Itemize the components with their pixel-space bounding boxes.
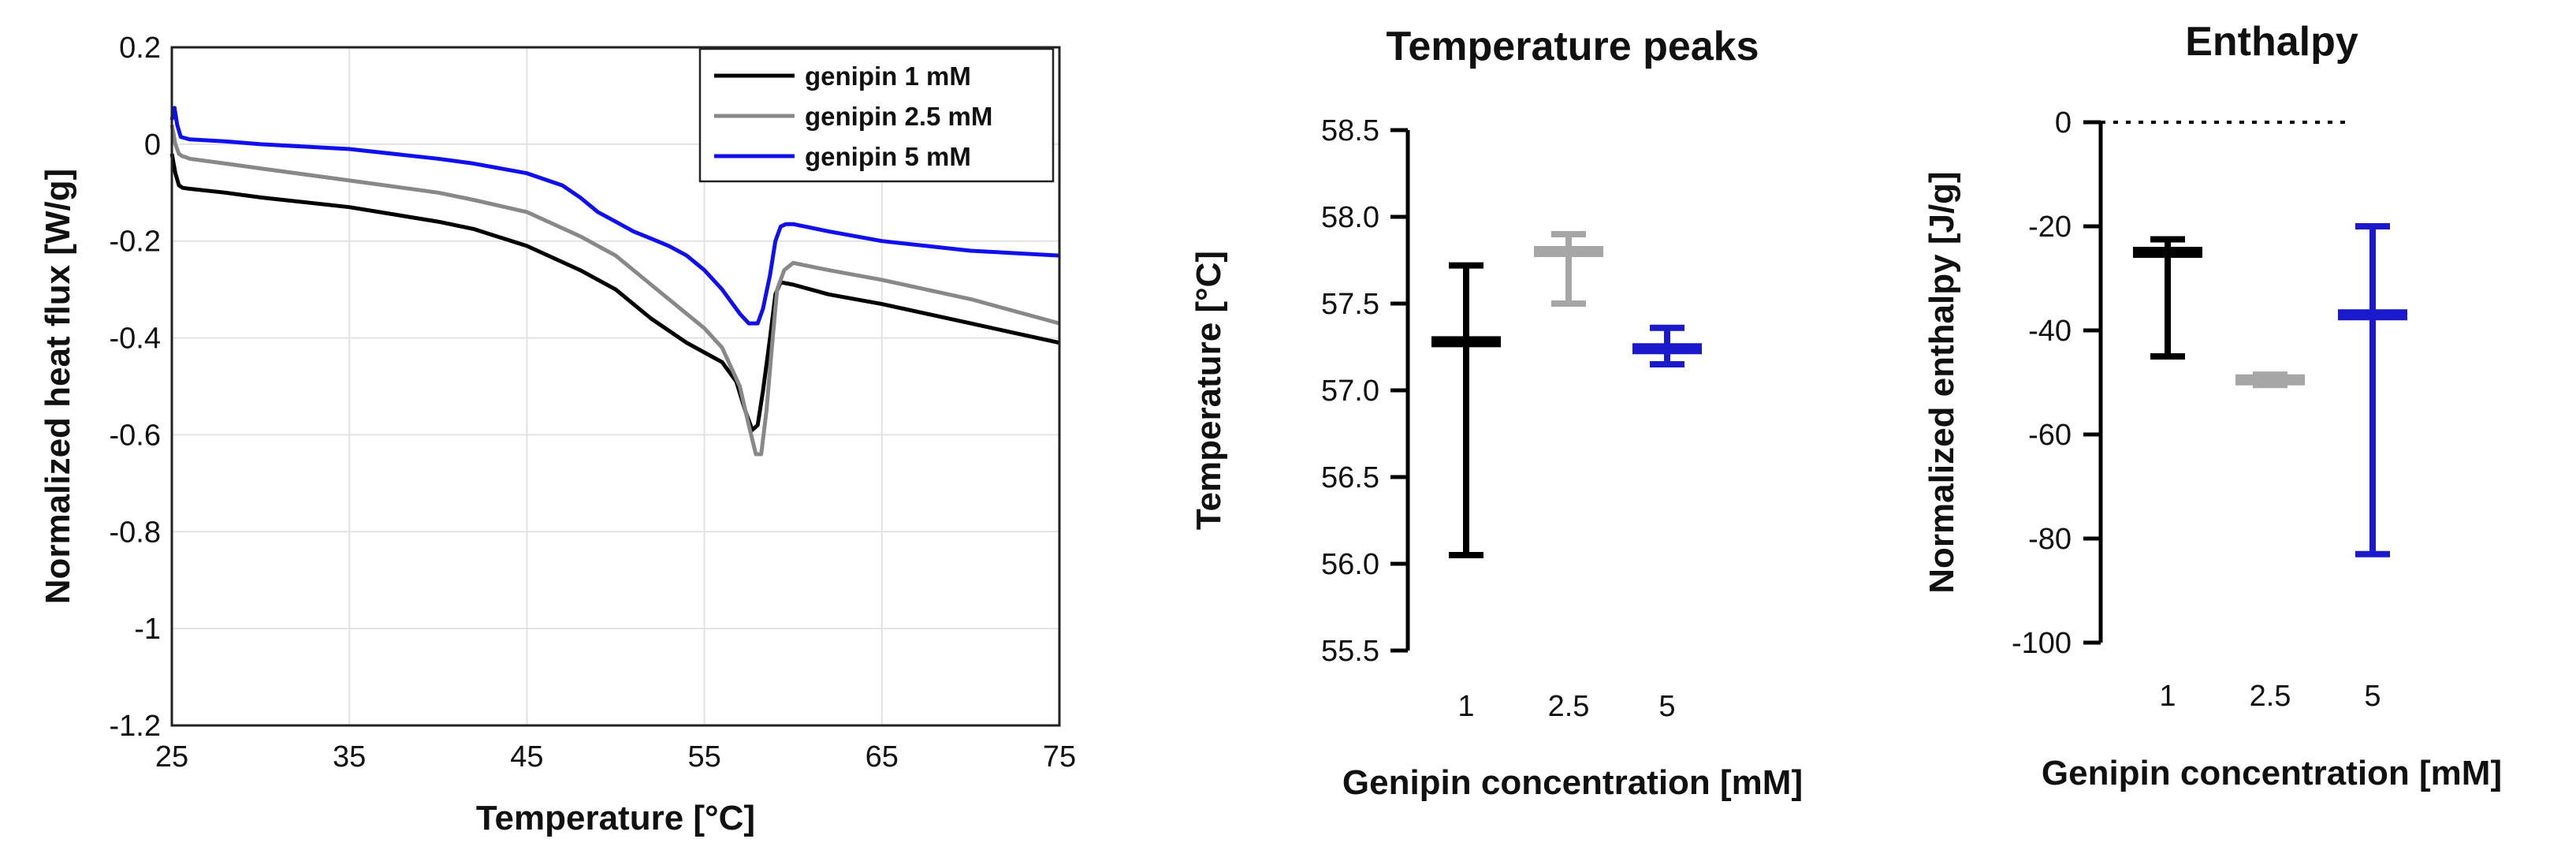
y-tick-label: -80: [2028, 523, 2072, 556]
x-axis-label: Genipin concentration [mM]: [1342, 763, 1803, 802]
x-tick-label: 55: [687, 740, 720, 774]
y-tick-label: 0.2: [119, 32, 161, 65]
x-axis-label: Genipin concentration [mM]: [2042, 754, 2502, 792]
x-tick-label: 5: [2364, 680, 2381, 713]
y-axis-label: Normalized heat flux [W/g]: [39, 169, 77, 604]
x-tick-label: 65: [865, 740, 899, 774]
y-tick-label: 57.5: [1321, 288, 1379, 321]
heat-flux-chart: 25 35 45 55 65 75 0.20-0.2-0.4-0.6-0.8-1-1.2 …: [39, 32, 1076, 837]
temperature-peaks-chart: Temperature peaks 58.5 58.0 57.5 57.0 56.5 56…: [1189, 24, 1803, 802]
legend-label: genipin 1 mM: [805, 62, 971, 91]
y-tick-label: -1.2: [110, 710, 161, 743]
y-tick-label: -60: [2028, 419, 2072, 452]
x-tick-label: 75: [1043, 740, 1076, 774]
x-tick-label: 5: [1658, 690, 1675, 723]
y-tick-label: 57.0: [1321, 375, 1379, 408]
y-tick-label: 55.5: [1321, 635, 1379, 668]
x-tick-labels: 1 2.5 5: [2159, 680, 2381, 713]
legend: genipin 1 mM genipin 2.5 mM genipin 5 mM: [698, 47, 1055, 183]
chart-title: Temperature peaks: [1386, 24, 1759, 69]
x-axis-label: Temperature [°C]: [476, 799, 755, 837]
series-lines: [169, 106, 1060, 457]
chart-title: Enthalpy: [2185, 19, 2358, 65]
series-line: [169, 106, 1060, 326]
series-line: [169, 124, 1060, 457]
y-tick-label: -100: [2012, 627, 2072, 660]
y-tick-label: 58.5: [1321, 114, 1379, 147]
y-tick-label: 56.5: [1321, 461, 1379, 494]
y-tick-label: -20: [2028, 211, 2072, 244]
y-tick-label: -0.6: [110, 419, 161, 452]
x-tick-label: 2.5: [2250, 680, 2291, 713]
data-marks: [2133, 223, 2407, 557]
x-tick-label: 1: [2159, 680, 2176, 713]
x-tick-labels: 25 35 45 55 65 75: [155, 740, 1076, 774]
y-tick-label: 0: [144, 129, 161, 162]
y-tick-label: -0.2: [110, 226, 161, 259]
legend-label: genipin 5 mM: [805, 142, 971, 171]
y-tick-labels: 58.5 58.0 57.5 57.0 56.5 56.0 55.5: [1321, 114, 1379, 668]
x-tick-label: 35: [333, 740, 366, 774]
y-tick-label: -0.8: [110, 516, 161, 549]
y-axis-label: Temperature [°C]: [1189, 251, 1228, 530]
y-tick-label: -40: [2028, 315, 2072, 348]
x-tick-label: 1: [1457, 690, 1474, 723]
y-tick-labels: 0.2 0 -0.2 -0.4 -0.6 -0.8 -1 -1.2: [110, 32, 161, 743]
data-marks: [1431, 231, 1702, 558]
y-tick-labels: 0 -20 -40 -60 -80 -100: [2012, 106, 2072, 660]
y-tick-label: 0: [2055, 106, 2072, 140]
legend-label: genipin 2.5 mM: [805, 102, 992, 131]
x-tick-label: 2.5: [1548, 690, 1590, 723]
y-tick-label: 58.0: [1321, 201, 1379, 234]
x-tick-labels: 1 2.5 5: [1457, 690, 1675, 723]
y-tick-label: -1: [134, 613, 161, 646]
plot-frame: [170, 46, 1061, 727]
y-axis-label: Normalized enthalpy [J/g]: [1923, 171, 1961, 593]
series-line: [169, 153, 1060, 432]
axes: [2083, 120, 2351, 645]
axes: [1390, 128, 1410, 653]
y-tick-label: 56.0: [1321, 548, 1379, 581]
x-tick-label: 25: [155, 740, 188, 774]
y-tick-label: -0.4: [110, 323, 161, 356]
x-tick-label: 45: [510, 740, 543, 774]
enthalpy-chart: Enthalpy 0-20-40-60-80-100 1 2.5 5 Genipin…: [1923, 19, 2502, 792]
